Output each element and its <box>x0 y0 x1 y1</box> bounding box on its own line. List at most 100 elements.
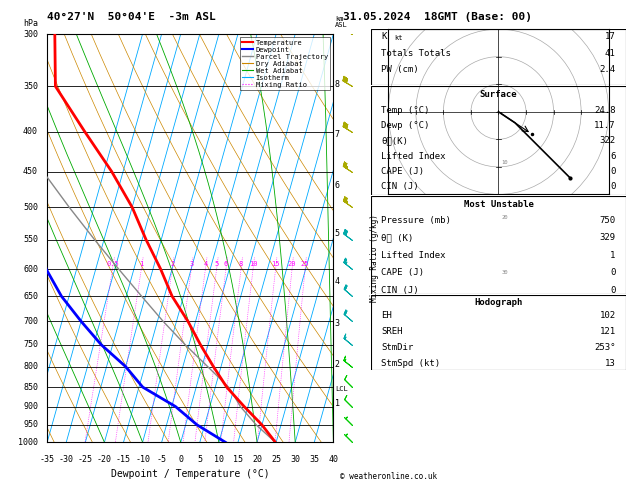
Text: 950: 950 <box>23 420 38 429</box>
Text: CAPE (J): CAPE (J) <box>381 268 425 278</box>
Text: 850: 850 <box>23 382 38 392</box>
Text: LCL: LCL <box>335 386 348 392</box>
Text: 40: 40 <box>328 454 338 464</box>
Text: 0.5: 0.5 <box>106 261 119 267</box>
Text: 10: 10 <box>501 160 508 165</box>
Text: Surface: Surface <box>480 90 517 100</box>
Text: θᴇ(K): θᴇ(K) <box>381 137 408 145</box>
Text: Totals Totals: Totals Totals <box>381 49 451 58</box>
Text: 0: 0 <box>610 182 616 191</box>
Text: 15: 15 <box>271 261 280 267</box>
Text: kt: kt <box>394 35 403 41</box>
Text: StmDir: StmDir <box>381 343 413 352</box>
Text: 10: 10 <box>249 261 257 267</box>
Text: 30: 30 <box>290 454 300 464</box>
Text: 25: 25 <box>301 261 309 267</box>
Text: 102: 102 <box>599 311 616 320</box>
Text: 5: 5 <box>198 454 203 464</box>
Text: 0: 0 <box>610 167 616 176</box>
Text: 4: 4 <box>203 261 208 267</box>
Text: 1000: 1000 <box>18 438 38 447</box>
Text: 900: 900 <box>23 402 38 411</box>
Text: Dewpoint / Temperature (°C): Dewpoint / Temperature (°C) <box>111 469 270 479</box>
Text: 550: 550 <box>23 235 38 244</box>
Text: StmSpd (kt): StmSpd (kt) <box>381 359 440 367</box>
Text: 35: 35 <box>309 454 320 464</box>
Text: Lifted Index: Lifted Index <box>381 152 446 161</box>
Text: 20: 20 <box>252 454 262 464</box>
Text: 500: 500 <box>23 203 38 212</box>
Text: CIN (J): CIN (J) <box>381 182 419 191</box>
Text: 40°27'N  50°04'E  -3m ASL: 40°27'N 50°04'E -3m ASL <box>47 12 216 22</box>
Text: 1: 1 <box>335 399 340 408</box>
Text: © weatheronline.co.uk: © weatheronline.co.uk <box>340 472 437 481</box>
Text: hPa: hPa <box>23 19 38 28</box>
Text: CAPE (J): CAPE (J) <box>381 167 425 176</box>
Text: -30: -30 <box>58 454 74 464</box>
Text: 6: 6 <box>335 181 340 190</box>
Text: 15: 15 <box>233 454 243 464</box>
Text: -35: -35 <box>40 454 55 464</box>
Text: Temp (°C): Temp (°C) <box>381 106 430 115</box>
Text: 10: 10 <box>214 454 224 464</box>
Text: 0: 0 <box>610 268 616 278</box>
Text: -5: -5 <box>157 454 167 464</box>
Text: -20: -20 <box>97 454 112 464</box>
Text: 121: 121 <box>599 327 616 336</box>
Legend: Temperature, Dewpoint, Parcel Trajectory, Dry Adiabat, Wet Adiabat, Isotherm, Mi: Temperature, Dewpoint, Parcel Trajectory… <box>240 37 330 90</box>
Text: 20: 20 <box>501 215 508 220</box>
Text: 5: 5 <box>335 229 340 239</box>
Text: 1: 1 <box>139 261 143 267</box>
Text: 0: 0 <box>178 454 183 464</box>
Text: 350: 350 <box>23 82 38 91</box>
Text: 750: 750 <box>23 340 38 349</box>
Text: 17: 17 <box>605 32 616 41</box>
Text: 450: 450 <box>23 167 38 176</box>
Text: 25: 25 <box>271 454 281 464</box>
Text: 30: 30 <box>501 270 508 275</box>
Text: 4: 4 <box>335 277 340 286</box>
Text: PW (cm): PW (cm) <box>381 66 419 74</box>
Text: -15: -15 <box>116 454 131 464</box>
Text: 2.4: 2.4 <box>599 66 616 74</box>
Text: 20: 20 <box>288 261 296 267</box>
Text: 5: 5 <box>214 261 219 267</box>
Text: -25: -25 <box>78 454 93 464</box>
Text: 322: 322 <box>599 137 616 145</box>
Text: Most Unstable: Most Unstable <box>464 200 533 209</box>
Text: 800: 800 <box>23 362 38 371</box>
Text: θᴇ (K): θᴇ (K) <box>381 233 413 243</box>
Text: 6: 6 <box>224 261 228 267</box>
Text: 31.05.2024  18GMT (Base: 00): 31.05.2024 18GMT (Base: 00) <box>343 12 532 22</box>
Text: Hodograph: Hodograph <box>474 297 523 307</box>
Text: 2: 2 <box>170 261 174 267</box>
Text: 6: 6 <box>610 152 616 161</box>
Text: -10: -10 <box>135 454 150 464</box>
Text: EH: EH <box>381 311 392 320</box>
Text: 3: 3 <box>335 319 340 328</box>
Text: 750: 750 <box>599 216 616 225</box>
Text: Mixing Ratio (g/kg): Mixing Ratio (g/kg) <box>370 215 379 302</box>
Text: 400: 400 <box>23 127 38 136</box>
Text: km
ASL: km ASL <box>335 16 348 28</box>
Text: K: K <box>381 32 387 41</box>
Text: 1: 1 <box>610 251 616 260</box>
Text: 2: 2 <box>335 360 340 369</box>
Text: 24.8: 24.8 <box>594 106 616 115</box>
Text: 7: 7 <box>335 130 340 139</box>
Text: Dewp (°C): Dewp (°C) <box>381 121 430 130</box>
Text: 600: 600 <box>23 264 38 274</box>
Text: 8: 8 <box>239 261 243 267</box>
Text: 8: 8 <box>335 80 340 89</box>
Text: 11.7: 11.7 <box>594 121 616 130</box>
Text: 650: 650 <box>23 292 38 301</box>
Text: 13: 13 <box>605 359 616 367</box>
Text: 700: 700 <box>23 317 38 326</box>
Text: SREH: SREH <box>381 327 403 336</box>
Text: 0: 0 <box>610 286 616 295</box>
Text: Pressure (mb): Pressure (mb) <box>381 216 451 225</box>
Text: 300: 300 <box>23 30 38 38</box>
Text: 41: 41 <box>605 49 616 58</box>
Text: 329: 329 <box>599 233 616 243</box>
Text: CIN (J): CIN (J) <box>381 286 419 295</box>
